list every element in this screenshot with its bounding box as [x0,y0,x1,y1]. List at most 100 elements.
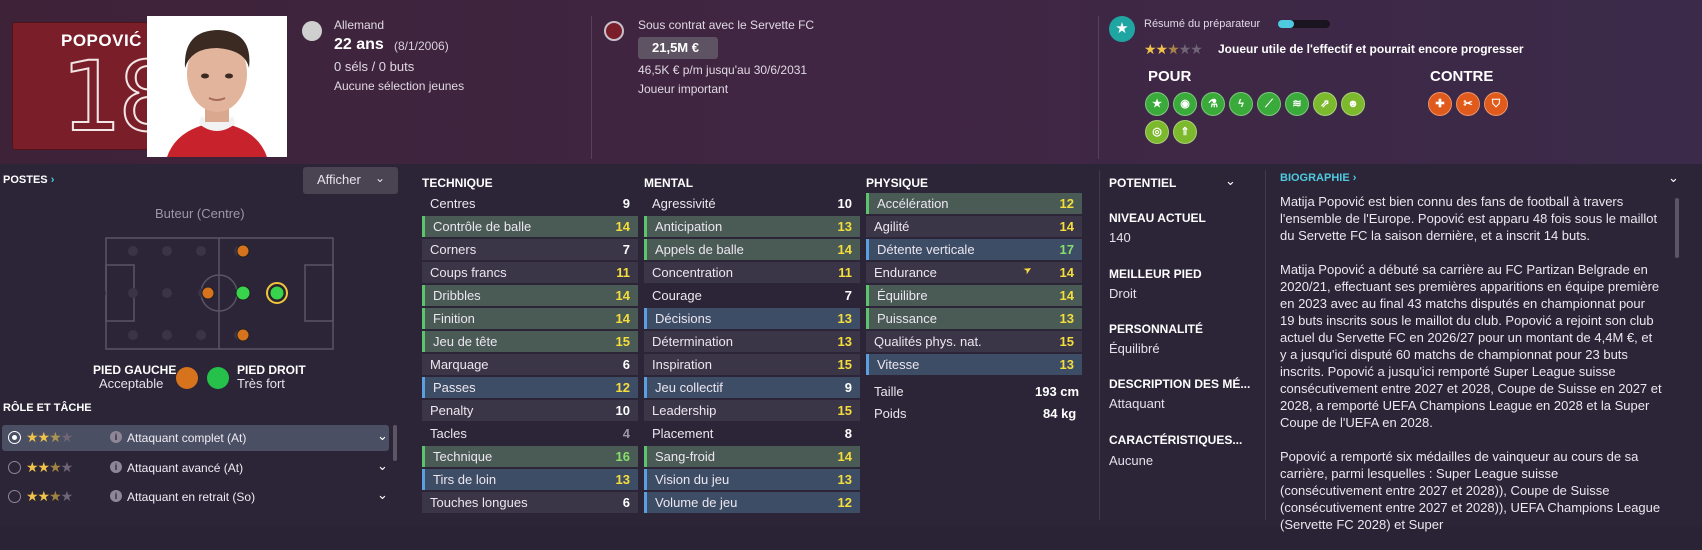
run-icon[interactable]: ⇗ [1313,92,1337,116]
player-value-pill[interactable]: 21,5M € [638,37,718,59]
physique-attribute-row[interactable]: Agilité 14 [866,216,1082,237]
mental-attribute-row[interactable]: Jeu collectif 9 [644,377,860,398]
left-foot-value: Acceptable [99,376,164,391]
chevron-down-icon[interactable]: ⌄ [1668,170,1679,185]
biography-text: Matija Popović est bien connu des fans d… [1280,193,1662,550]
physique-attribute-row[interactable]: Équilibre 14 [866,285,1082,306]
role-radio[interactable] [8,461,21,474]
biography-scrollbar[interactable] [1675,198,1679,258]
dribble-icon[interactable]: ✂ [1456,92,1480,116]
attribute-value: 13 [837,311,852,326]
mental-attribute-row[interactable]: Volume de jeu 12 [644,492,860,513]
technique-attribute-row[interactable]: Technique 16 [422,446,638,467]
bio-paragraph: Matija Popović a débuté sa carrière au F… [1280,262,1662,430]
roles-scrollbar[interactable] [393,425,397,461]
mental-attribute-row[interactable]: Anticipation 13 [644,216,860,237]
mental-attribute-row[interactable]: Détermination 13 [644,331,860,352]
chevron-down-icon[interactable]: ⌄ [377,458,388,473]
attribute-value: 14 [1059,265,1074,280]
shield-icon[interactable]: ⛉ [1484,92,1508,116]
display-button[interactable]: Afficher ⌄ [303,167,398,194]
attribute-name: Passes [433,380,476,395]
physique-attribute-row[interactable]: Endurance 14 ➤ [866,262,1082,283]
biography-title[interactable]: BIOGRAPHIE › [1280,172,1357,184]
technique-attribute-row[interactable]: Finition 14 [422,308,638,329]
shirt-number-badge: POPOVIĆ 18 [12,22,149,150]
mental-attribute-row[interactable]: Concentration 11 [644,262,860,283]
attribute-name: Courage [652,288,702,303]
mental-attribute-row[interactable]: Leadership 15 [644,400,860,421]
role-item[interactable]: ★★★★ i Attaquant avancé (At) ⌄ [2,455,389,481]
attribute-value: 13 [1059,311,1074,326]
right-boot-icon [207,367,229,389]
attribute-value: 15 [615,334,630,349]
technique-attribute-row[interactable]: Tacles 4 [422,423,638,444]
role-item[interactable]: ★★★★ i Attaquant complet (At) ⌄ [2,425,389,451]
technique-attribute-row[interactable]: Centres 9 [422,193,638,214]
mental-attribute-row[interactable]: Vision du jeu 13 [644,469,860,490]
physique-attribute-row[interactable]: Qualités phys. nat. 15 [866,331,1082,352]
attribute-value: 7 [622,242,630,257]
attribute-value: 14 [615,311,630,326]
header-divider [591,16,592,159]
technique-attribute-row[interactable]: Coups francs 11 [422,262,638,283]
info-icon[interactable]: i [110,490,122,502]
chevron-down-icon[interactable]: ⌄ [1225,173,1236,188]
team-icon[interactable]: ◉ [1173,92,1197,116]
mental-attribute-row[interactable]: Courage 7 [644,285,860,306]
mental-attribute-row[interactable]: Décisions 13 [644,308,860,329]
position-label: Buteur (Centre) [155,206,245,221]
personality-value: Équilibré [1109,341,1160,356]
lightning-icon[interactable]: ϟ [1229,92,1253,116]
technique-attribute-row[interactable]: Jeu de tête 15 [422,331,638,352]
spring-icon[interactable]: ≋ [1285,92,1309,116]
mental-attribute-row[interactable]: Sang-froid 14 [644,446,860,467]
flask-icon[interactable]: ⚗ [1201,92,1225,116]
star-icon[interactable]: ★ [1145,92,1169,116]
attribute-value: 13 [837,334,852,349]
scout-report-title: Résumé du préparateur [1144,18,1261,30]
header-divider [1098,16,1099,159]
physique-attribute-row[interactable]: Vitesse 13 [866,354,1082,375]
attribute-value: 13 [615,472,630,487]
attribute-value: 15 [1059,334,1074,349]
personality-label: PERSONNALITÉ [1109,322,1204,336]
technique-attribute-row[interactable]: Touches longues 6 [422,492,638,513]
attribute-name: Appels de balle [655,242,744,257]
attribute-name: Tirs de loin [433,472,497,487]
technique-attribute-row[interactable]: Tirs de loin 13 [422,469,638,490]
mental-attribute-row[interactable]: Agressivité 10 [644,193,860,214]
technique-attribute-row[interactable]: Corners 7 [422,239,638,260]
technique-attribute-row[interactable]: Contrôle de balle 14 [422,216,638,237]
target-icon[interactable]: ◎ [1145,120,1169,144]
technique-attribute-row[interactable]: Passes 12 [422,377,638,398]
attribute-name: Corners [430,242,477,257]
mental-attribute-row[interactable]: Placement 8 [644,423,860,444]
attribute-name: Décisions [655,311,712,326]
potential-label[interactable]: POTENTIEL [1109,176,1177,190]
mental-attribute-row[interactable]: Appels de balle 14 [644,239,860,260]
arrows-up-icon[interactable]: ⇑ [1173,120,1197,144]
shirt-number: 18 [60,41,148,150]
mental-attribute-row[interactable]: Inspiration 15 [644,354,860,375]
role-radio[interactable] [8,431,21,444]
head-icon[interactable]: ☻ [1341,92,1365,116]
role-item[interactable]: ★★★★ i Attaquant en retrait (So) ⌄ [2,484,389,510]
technique-attribute-row[interactable]: Penalty 10 [422,400,638,421]
physique-attribute-row[interactable]: Accélération 12 [866,193,1082,214]
role-stars: ★★★★ [26,488,73,504]
info-icon[interactable]: i [110,461,122,473]
physique-attribute-row[interactable]: Puissance 13 [866,308,1082,329]
technique-attribute-row[interactable]: Dribbles 14 [422,285,638,306]
role-radio[interactable] [8,490,21,503]
info-icon[interactable]: i [110,431,122,443]
boot-icon[interactable]: ⟋ [1257,92,1281,116]
injury-icon[interactable]: ✚ [1428,92,1452,116]
positions-title[interactable]: POSTES › [3,174,55,186]
physique-attribute-row[interactable]: Détente verticale 17 [866,239,1082,260]
chevron-down-icon[interactable]: ⌄ [377,428,388,443]
technique-attribute-row[interactable]: Marquage 6 [422,354,638,375]
chevron-down-icon[interactable]: ⌄ [377,487,388,502]
attribute-name: Équilibre [877,288,928,303]
player-value: 21,5M € [652,40,699,55]
